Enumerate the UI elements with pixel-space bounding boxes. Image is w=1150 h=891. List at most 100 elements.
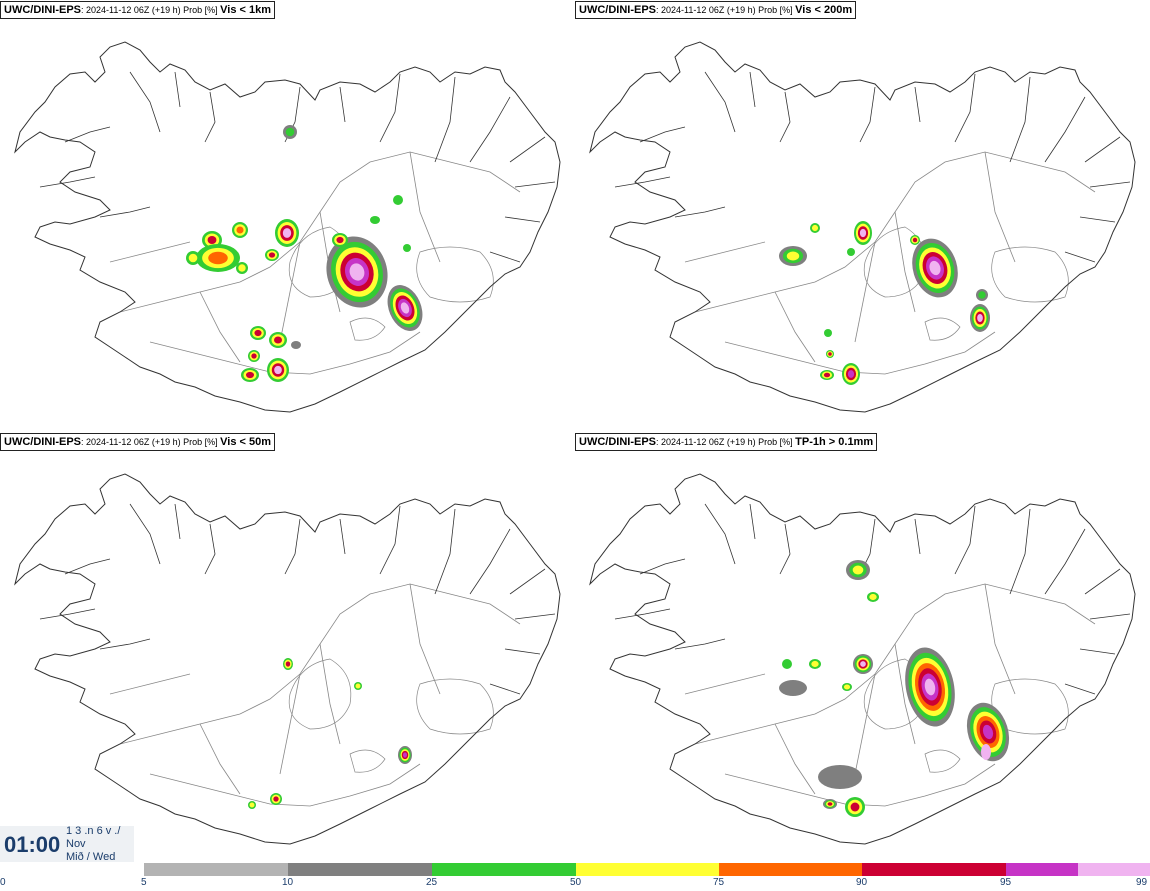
valid-date: 1 3 .n 6 v ./ Nov Mið / Wed [66,825,120,864]
glacier-outline [349,317,386,341]
fjord-line [39,608,96,620]
probability-colorbar: 0 5 10 25 50 75 90 95 99 [0,862,1150,891]
fjord-line [64,558,111,575]
map-panel-vis-1km: UWC/DINI-EPS: 2024-11-12 06Z (+19 h) Pro… [0,0,575,430]
road-line [119,151,521,313]
glacier-outline [416,246,494,303]
probability-contour [273,796,279,802]
road-line [724,763,996,807]
colorbar-segment [432,863,576,876]
fjord-line [504,648,541,655]
probability-contour [246,371,254,379]
colorbar-tick: 90 [856,877,868,888]
fjord-line [284,518,301,575]
model-name: UWC/DINI-EPS [579,4,656,16]
fjord-line [749,503,756,540]
fjord-line [614,176,671,188]
probability-contour [824,329,832,337]
road-line [854,241,876,343]
road-line [774,723,816,795]
fjord-line [914,86,921,123]
coastline [14,41,561,413]
fjord-line [674,638,726,650]
fjord-line [434,76,456,163]
probability-contour [850,802,860,812]
fjord-line [1044,96,1086,163]
probability-contour [811,660,819,668]
probability-contour [860,661,866,667]
colorbar-segment [288,863,432,876]
fjord-line [174,503,181,540]
probability-contour [251,353,257,359]
probability-contour [188,253,198,263]
road-line [894,211,916,313]
road-line [694,583,1096,745]
probability-contour [823,372,831,378]
road-line [149,331,421,375]
fjord-line [914,518,921,555]
fjord-line [129,503,161,565]
date-line-1: 1 3 .n 6 v ./ [66,825,121,837]
road-line [694,151,1096,313]
fjord-line [1044,528,1086,595]
probability-contour [370,216,380,224]
fjord-line [504,216,541,223]
probability-contour [843,684,851,690]
probability-contour [349,263,365,281]
road-line [684,673,766,695]
variable-label: Vis < 1km [220,4,272,16]
fjord-line [1009,76,1031,163]
valid-time-box: 01:00 1 3 .n 6 v ./ Nov Mið / Wed [0,825,134,864]
probability-contour [852,565,864,575]
fjord-line [779,91,791,143]
fjord-line [434,508,456,595]
fjord-line [489,683,521,695]
variable-label: Vis < 50m [220,436,272,448]
panel-title: UWC/DINI-EPS: 2024-11-12 06Z (+19 h) Pro… [0,1,276,19]
glacier-outline [991,246,1069,303]
run-info: : 2024-11-12 06Z (+19 h) Prob [%] [656,5,796,15]
map-panel-vis-200m: UWC/DINI-EPS: 2024-11-12 06Z (+19 h) Pro… [575,0,1150,430]
road-line [109,673,191,695]
probability-contour [249,802,255,808]
probability-contour [982,724,994,740]
fjord-line [1064,683,1096,695]
probability-contour [847,248,855,256]
fjord-line [1084,136,1121,163]
fjord-line [614,608,671,620]
date-line-3: Mið / Wed [66,851,116,863]
fjord-line [489,251,521,263]
map-panel-vis-50m: UWC/DINI-EPS: 2024-11-12 06Z (+19 h) Pro… [0,432,575,862]
iceland-map [14,41,561,413]
road-line [409,583,441,695]
fjord-line [39,176,96,188]
probability-contour [393,195,403,205]
iceland-map [589,41,1136,413]
probability-contour [828,352,832,356]
colorbar-segment [576,863,719,876]
probability-contour [285,127,295,137]
glacier-outline [924,317,961,341]
probability-contour [282,228,292,238]
glacier-outline [349,749,386,773]
road-line [854,673,876,775]
colorbar-tick: 5 [141,877,147,888]
coastline [14,473,561,845]
colorbar-segment [862,863,1006,876]
fjord-line [129,71,161,133]
date-line-2: Nov [66,838,86,850]
colorbar-segment [1078,863,1150,876]
glacier-outline [288,658,352,730]
variable-label: TP-1h > 0.1mm [795,436,874,448]
run-info: : 2024-11-12 06Z (+19 h) Prob [%] [81,5,221,15]
fjord-line [639,558,686,575]
probability-contour [285,661,291,667]
fjord-line [1064,251,1096,263]
model-name: UWC/DINI-EPS [579,436,656,448]
fjord-line [469,528,511,595]
fjord-line [99,638,151,650]
fjord-line [379,73,401,143]
fjord-line [514,181,556,188]
fjord-line [954,505,976,575]
fjord-line [509,568,546,595]
